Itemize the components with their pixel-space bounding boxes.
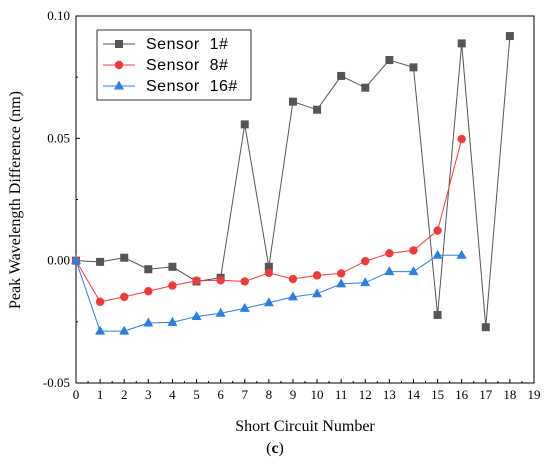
y-tick-label: 0.00	[47, 253, 70, 268]
data-point	[409, 63, 418, 72]
data-point	[215, 307, 226, 317]
data-point	[120, 253, 129, 262]
x-tick-label: 1	[97, 387, 104, 402]
data-point	[433, 310, 442, 319]
data-point	[240, 277, 249, 286]
data-point	[239, 302, 250, 312]
data-point	[384, 266, 395, 276]
data-point	[361, 83, 370, 92]
data-point	[360, 277, 371, 287]
series-3	[71, 249, 467, 335]
data-point	[119, 325, 130, 335]
x-tick-label: 19	[528, 387, 541, 402]
data-point	[288, 274, 298, 284]
data-point	[385, 249, 394, 258]
legend-marker	[114, 60, 124, 70]
y-tick-label: -0.05	[43, 375, 70, 390]
data-point	[288, 97, 297, 106]
data-point	[336, 269, 346, 278]
data-point	[481, 323, 490, 332]
x-tick-label: 4	[169, 387, 176, 402]
x-tick-label: 3	[145, 387, 152, 402]
data-point	[264, 262, 273, 271]
x-tick-label: 15	[431, 387, 444, 402]
data-point	[432, 249, 443, 259]
data-point	[337, 71, 346, 80]
data-point	[168, 262, 177, 271]
x-tick-label: 8	[266, 387, 273, 402]
data-point	[433, 226, 442, 235]
data-point	[312, 271, 322, 280]
data-point	[336, 278, 347, 288]
y-tick-label: 0.10	[47, 8, 70, 23]
x-tick-label: 6	[217, 387, 224, 402]
data-point	[167, 316, 178, 326]
x-tick-label: 14	[407, 387, 421, 402]
x-tick-label: 17	[479, 387, 493, 402]
data-point	[361, 256, 370, 266]
caption-letter: c	[271, 440, 279, 457]
data-point	[287, 291, 298, 301]
x-tick-label: 16	[455, 387, 469, 402]
data-point	[456, 249, 467, 259]
axis-ticks: 0 1 2 3 4 5 6 7 8 9 10 11 12 13 14 15 16 17 18 19-0.050.000…	[43, 8, 541, 402]
legend: Sensor 1# Sensor 8# Sensor 16#	[96, 29, 252, 101]
data-point	[505, 32, 514, 41]
data-point	[313, 105, 322, 114]
x-tick-label: 5	[193, 387, 200, 402]
legend-marker	[114, 80, 124, 90]
data-point	[71, 255, 81, 265]
data-point	[144, 265, 153, 274]
legend-marker	[115, 40, 123, 48]
data-point	[409, 246, 418, 255]
data-point	[144, 287, 153, 296]
x-tick-label: 18	[503, 387, 516, 402]
x-tick-label: 10	[311, 387, 324, 402]
legend-label: Sensor 16#	[146, 78, 238, 95]
x-tick-label: 9	[290, 387, 297, 402]
data-point	[312, 288, 323, 298]
data-point	[408, 266, 419, 276]
series-line	[75, 138, 463, 303]
series-layer	[71, 32, 514, 335]
data-point	[457, 134, 466, 144]
x-tick-label: 12	[359, 387, 372, 402]
data-point	[192, 276, 201, 285]
data-point	[385, 56, 394, 65]
data-point	[191, 310, 202, 320]
data-point	[263, 297, 274, 307]
data-point	[264, 268, 274, 278]
data-point	[120, 292, 129, 302]
series-2	[71, 134, 466, 306]
x-tick-label: 2	[121, 387, 128, 402]
y-tick-label: 0.05	[47, 130, 70, 145]
figure-caption: (c)	[266, 440, 284, 457]
data-point	[216, 276, 225, 285]
legend-label: Sensor 1#	[146, 36, 228, 53]
data-point	[96, 257, 105, 266]
x-axis-label: Short Circuit Number	[235, 418, 375, 435]
x-tick-label: 7	[241, 387, 248, 402]
x-tick-label: 13	[383, 387, 396, 402]
data-point	[240, 120, 249, 129]
legend-label: Sensor 8#	[146, 57, 228, 74]
data-point	[143, 317, 154, 327]
data-point	[457, 39, 466, 48]
data-point	[95, 325, 106, 335]
x-tick-label: 0	[73, 387, 80, 402]
data-point	[95, 297, 105, 306]
y-axis-label: Peak Wavelength Difference (nm)	[7, 91, 24, 309]
x-tick-label: 11	[335, 387, 348, 402]
data-point	[168, 281, 177, 290]
